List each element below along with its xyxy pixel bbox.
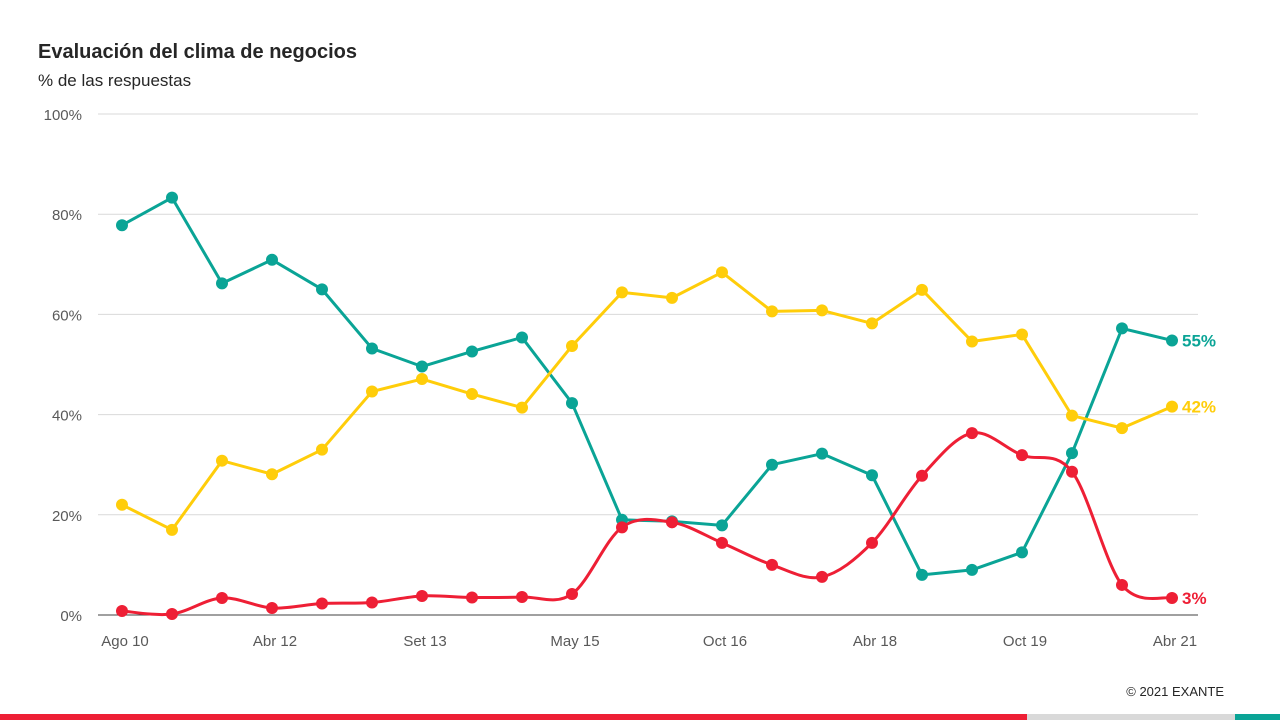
data-point-yellow — [466, 388, 478, 401]
data-point-red — [916, 469, 928, 482]
data-point-red — [616, 521, 628, 534]
data-point-red — [866, 536, 878, 549]
data-point-red — [366, 596, 378, 609]
chart-title: Evaluación del clima de negocios — [38, 41, 357, 63]
data-point-red — [316, 597, 328, 610]
footer-bar-red-segment — [0, 714, 1027, 720]
data-point-teal — [116, 219, 128, 232]
data-point-red — [1016, 449, 1028, 462]
footer-bar-grey-segment — [1027, 714, 1235, 720]
data-point-teal — [266, 253, 278, 266]
y-tick-label: 0% — [60, 608, 82, 625]
data-point-red — [666, 516, 678, 529]
data-point-teal — [166, 191, 178, 204]
y-tick-label: 40% — [52, 408, 82, 425]
data-point-teal — [216, 277, 228, 290]
data-point-yellow — [416, 373, 428, 386]
data-point-teal — [966, 563, 978, 576]
data-point-yellow — [116, 498, 128, 511]
data-point-yellow — [1166, 400, 1178, 413]
data-point-yellow — [616, 286, 628, 299]
data-point-teal — [316, 283, 328, 296]
x-tick-label: Abr 21 — [1153, 633, 1197, 650]
y-tick-label: 20% — [52, 508, 82, 525]
y-tick-label: 60% — [52, 307, 82, 324]
data-point-red — [1166, 591, 1178, 604]
data-point-yellow — [666, 291, 678, 304]
x-tick-label: Ago 10 — [101, 633, 149, 650]
data-point-teal — [1066, 447, 1078, 460]
data-point-teal — [816, 447, 828, 460]
data-point-red — [516, 590, 528, 603]
x-tick-label: Abr 18 — [853, 633, 897, 650]
data-point-red — [966, 427, 978, 440]
data-point-red — [166, 607, 178, 620]
data-point-red — [1116, 578, 1128, 591]
data-point-red — [216, 591, 228, 604]
data-point-teal — [866, 469, 878, 482]
series-line-yellow — [121, 270, 1173, 532]
x-tick-label: Oct 16 — [703, 633, 747, 650]
data-point-yellow — [816, 304, 828, 317]
data-point-teal — [766, 458, 778, 471]
data-point-red — [766, 558, 778, 571]
y-tick-label: 100% — [44, 107, 82, 124]
data-point-red — [416, 589, 428, 602]
data-point-red — [566, 587, 578, 600]
data-point-yellow — [166, 523, 178, 536]
x-tick-label: Oct 19 — [1003, 633, 1047, 650]
footer-bar-teal-segment — [1235, 714, 1280, 720]
data-point-yellow — [566, 339, 578, 352]
data-point-teal — [466, 345, 478, 358]
data-point-yellow — [1016, 328, 1028, 341]
footer-bar — [0, 714, 1280, 720]
x-tick-label: Set 13 — [403, 633, 446, 650]
data-point-red — [466, 591, 478, 604]
data-point-red — [1066, 465, 1078, 478]
end-value-label-teal: 55% — [1182, 331, 1216, 350]
data-point-yellow — [216, 454, 228, 467]
data-point-yellow — [716, 266, 728, 279]
data-point-yellow — [1066, 409, 1078, 422]
data-point-teal — [1116, 322, 1128, 335]
end-value-label-yellow: 42% — [1182, 398, 1216, 417]
x-tick-label: Abr 12 — [253, 633, 297, 650]
data-point-yellow — [966, 335, 978, 348]
series-line-red — [121, 431, 1173, 617]
copyright-text: © 2021 EXANTE — [1126, 684, 1224, 699]
data-point-teal — [716, 519, 728, 532]
data-point-teal — [366, 342, 378, 355]
data-point-teal — [1016, 546, 1028, 559]
data-point-red — [816, 570, 828, 583]
data-point-yellow — [516, 401, 528, 414]
data-point-teal — [516, 331, 528, 344]
y-tick-label: 80% — [52, 207, 82, 224]
data-point-red — [266, 601, 278, 614]
data-point-yellow — [916, 283, 928, 296]
data-point-yellow — [266, 468, 278, 481]
data-point-red — [716, 536, 728, 549]
data-point-yellow — [316, 443, 328, 456]
chart-subtitle: % de las respuestas — [38, 71, 192, 90]
data-point-teal — [566, 397, 578, 410]
data-point-yellow — [766, 305, 778, 318]
data-point-teal — [416, 360, 428, 373]
data-point-red — [116, 604, 128, 617]
data-point-yellow — [1116, 422, 1128, 435]
data-point-yellow — [366, 385, 378, 398]
data-point-teal — [1166, 334, 1178, 347]
data-point-teal — [916, 568, 928, 581]
end-value-label-red: 3% — [1182, 589, 1207, 608]
data-point-yellow — [866, 317, 878, 330]
x-tick-label: May 15 — [550, 633, 599, 650]
